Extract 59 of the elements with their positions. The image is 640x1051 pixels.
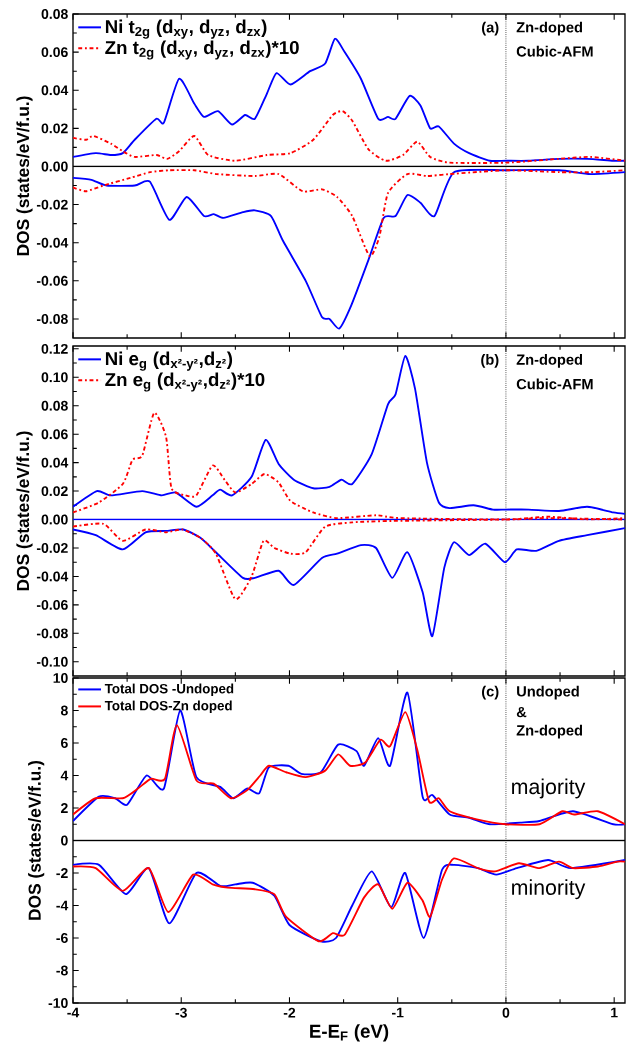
legend-label: Zn e$_{g}$ (d$_{x²-y²}$,d$_{z²}$)*10 [105,372,265,392]
text: Zn t$_{2g}$ (d$_{xy}$, d$_{yz}$, d$_{zx}$)*10 [105,40,299,60]
y-tick-label: -0.02 [36,543,68,553]
annotation: Zn-doped [516,724,583,739]
y-tick-label: -6 [56,933,68,943]
annotation: Cubic-AFM [516,378,593,390]
legend-label: Ni e$_{g}$ (d$_{x²-y²}$,d$_{z²}$) [105,351,233,371]
y-tick-label: -8 [56,965,68,976]
y-tick-label: 0.02 [41,486,68,497]
annotation: Cubic-AFM [516,45,593,57]
annotation: & [516,706,527,718]
y-tick-label: 0.04 [41,85,69,96]
y-tick-label: -2 [56,868,68,878]
y-tick-label: -0.08 [36,628,68,639]
x-tick-label: -3 [175,1007,187,1018]
y-tick-label: 0.00 [41,514,68,525]
x-tick-label: 1 [611,1007,618,1018]
legend-label: Total DOS-Zn doped [104,700,232,714]
y-tick-label: 0.12 [41,343,68,354]
y-tick-label: -0.04 [36,237,69,248]
legend-label: Total DOS -Undoped [104,683,234,697]
x-tick-label: -2 [283,1007,296,1018]
y-axis-title: DOS (states/eV/f.u.) [16,431,33,591]
y-tick-label: -0.04 [36,571,69,582]
y-tick-label: 0.02 [41,123,68,134]
y-tick-label: 0.08 [41,400,68,411]
y-tick-label: 4 [60,770,69,781]
y-axis-title: DOS (states/eV/f.u.) [16,96,33,256]
y-tick-label: 0.06 [41,429,68,440]
y-tick-label: 0.06 [41,47,68,58]
y-tick-label: 0.10 [41,372,68,383]
annotation: majority [512,778,586,799]
y-tick-label: 0.08 [41,9,68,19]
y-tick-label: -0.02 [36,199,68,210]
text: Ni t$_{2g}$ (d$_{xy}$, d$_{yz}$, d$_{zx}$) [105,19,267,39]
annotation: Undoped [517,685,579,700]
annotation: (c) [482,685,499,700]
annotation: (b) [481,354,499,368]
x-tick-label: -1 [392,1007,404,1018]
annotation: (a) [482,21,499,36]
y-tick-label: -10 [48,998,68,1008]
annotation: Zn-doped [516,354,583,368]
y-tick-label: 0 [61,835,68,846]
annotation: minority [512,879,586,900]
y-tick-label: -4 [56,900,69,911]
y-tick-label: 6 [61,738,68,748]
y-tick-label: 0.00 [41,161,68,172]
y-tick-label: 0.04 [41,457,69,468]
x-axis-title: E-E$_{F}$ (eV) [310,1024,389,1042]
y-tick-label: -0.10 [36,656,68,667]
y-axis-title: DOS (states/eV/f.u.) [28,760,45,920]
y-tick-label: -0.06 [36,275,68,286]
y-tick-label: -0.08 [36,313,68,324]
y-tick-label: 8 [60,705,68,716]
x-tick-label: 0 [502,1007,510,1018]
y-tick-label: 2 [60,803,68,813]
y-tick-label: -0.06 [36,599,68,610]
y-tick-label: 10 [53,673,68,683]
annotation: Zn-doped [516,21,583,36]
